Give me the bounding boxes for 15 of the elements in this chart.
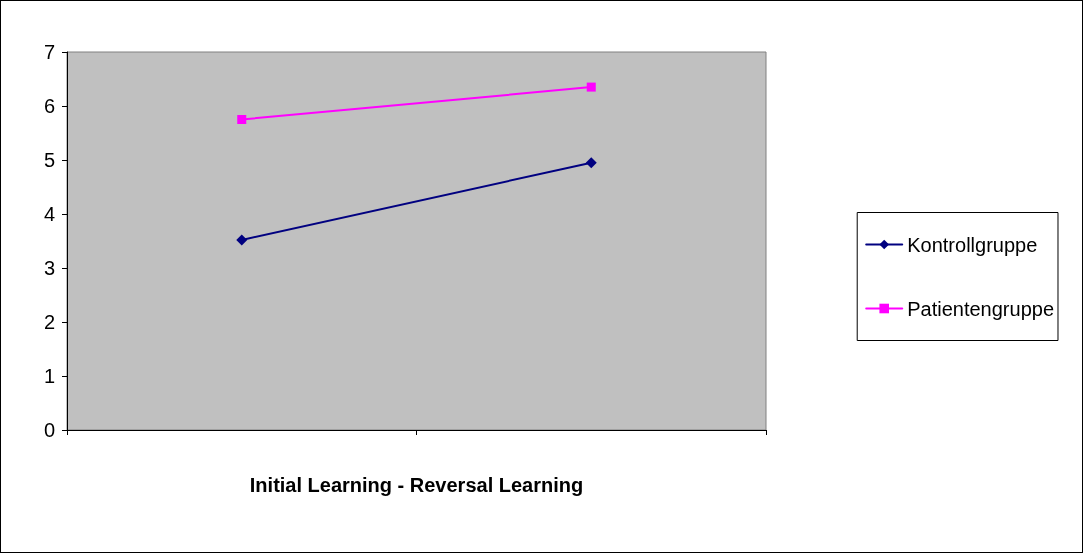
- legend-label: Kontrollgruppe: [907, 233, 1038, 256]
- x-axis-title: Initial Learning - Reversal Learning: [249, 474, 584, 496]
- point: [237, 115, 247, 124]
- point: [585, 157, 597, 169]
- y-tick-label: 2: [43, 311, 55, 333]
- y-tick-label: 4: [43, 203, 55, 225]
- y-tick-label: 5: [43, 149, 55, 171]
- y-tick-label: 1: [43, 365, 55, 387]
- legend-label: Patientengruppe: [907, 297, 1055, 320]
- y-tick-label: 7: [43, 41, 55, 63]
- y-tick-label: 0: [43, 419, 55, 441]
- y-tick-label: 6: [43, 95, 55, 117]
- point: [586, 82, 596, 92]
- point: [236, 234, 248, 246]
- y-tick-label: 3: [43, 257, 55, 279]
